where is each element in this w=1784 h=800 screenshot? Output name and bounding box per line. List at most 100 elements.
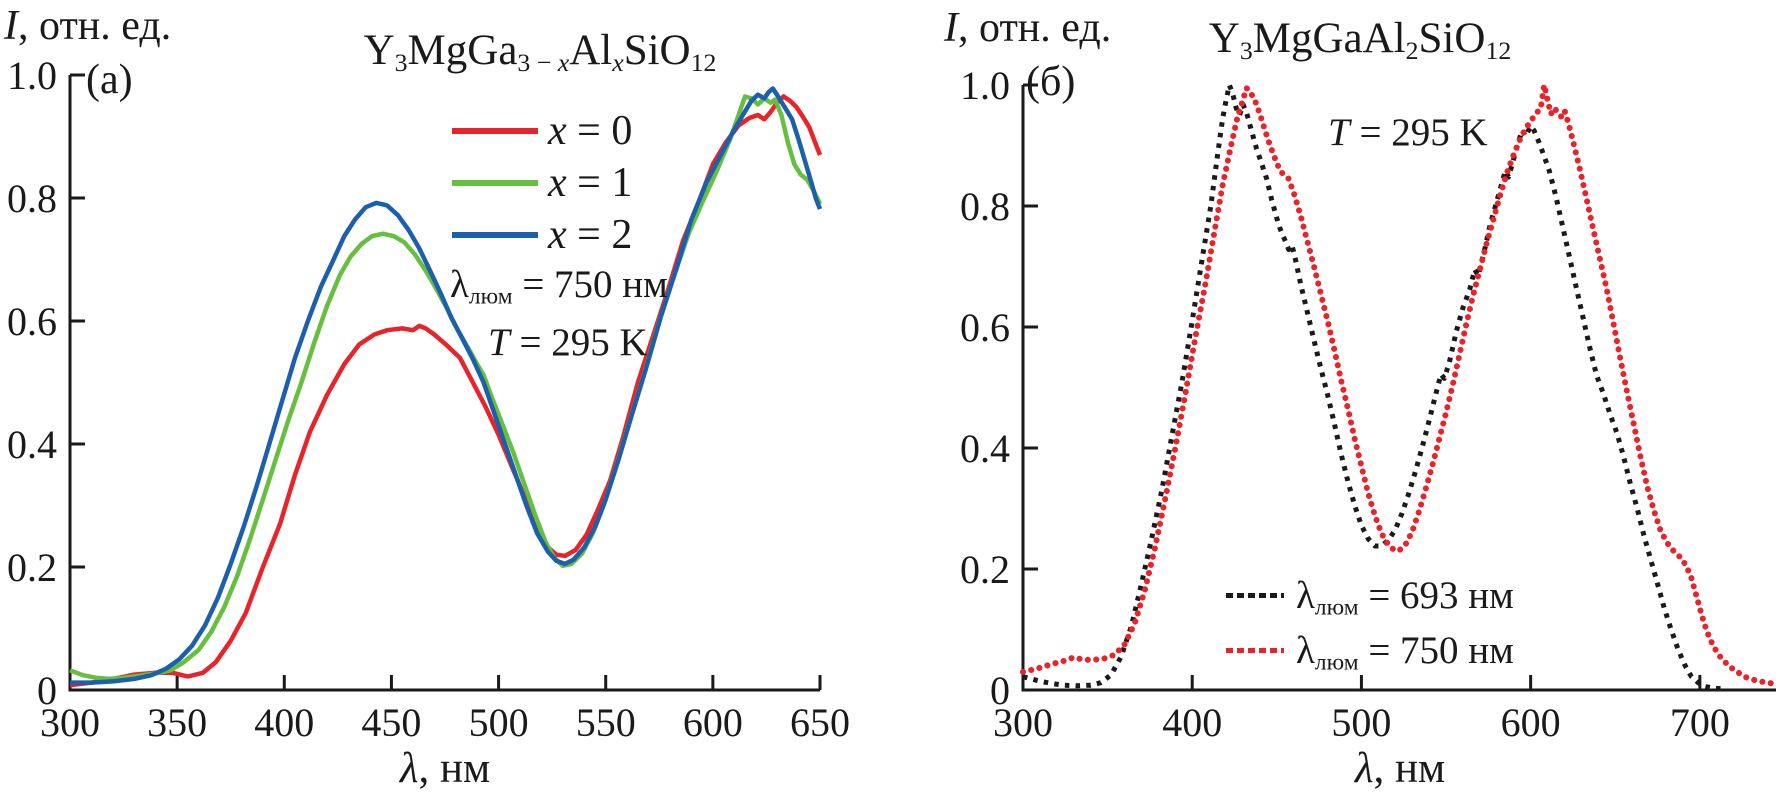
panel-tag-b: (б): [1026, 59, 1076, 105]
y-tick-label: 0: [37, 668, 57, 713]
x-tick-label: 650: [790, 700, 850, 745]
legend-entry-750: λлюм = 750 нм: [1226, 627, 1514, 676]
x-axis-title-a: λ, нм: [295, 744, 595, 793]
title-sub: 3 − x: [517, 48, 569, 77]
lum-value: = 750 нм: [512, 263, 668, 306]
y-axis-title-b: I, отн. ед.: [944, 4, 1111, 52]
legend-entry-693: λлюм = 693 нм: [1226, 572, 1514, 621]
x-tick-label: 450: [361, 700, 421, 745]
x-tick-label: 400: [1162, 700, 1222, 745]
title-sub: x: [612, 48, 623, 77]
x-axis-units: , нм: [418, 745, 491, 792]
temperature-value: = 295 K: [1349, 111, 1488, 154]
annotation-lum-wavelength-a: λлюм = 750 нм: [450, 262, 668, 310]
y-tick-label: 1.0: [7, 53, 57, 98]
series-λлюм=750нм: [1020, 82, 1779, 687]
lambda-symbol: λ: [1296, 573, 1315, 617]
x-tick-label: 600: [1501, 700, 1561, 745]
y-tick-label: 0.4: [7, 422, 57, 467]
title-part: MgGaAl: [1252, 15, 1406, 62]
legend-entry-x1: x = 1: [452, 160, 632, 206]
legend-var: x: [548, 160, 567, 206]
title-sub: 2: [1405, 36, 1419, 66]
title-part: Y: [1208, 15, 1240, 62]
x-tick-label: 350: [147, 700, 207, 745]
legend-label-693: λлюм = 693 нм: [1296, 573, 1514, 621]
y-tick-label: 0.6: [7, 299, 57, 344]
legend-entry-x2: x = 2: [452, 212, 632, 258]
lambda-symbol: λ: [450, 263, 469, 306]
legend-value: = 693 нм: [1358, 573, 1514, 617]
series-x=2: [70, 86, 823, 685]
x-axis-title-b: λ, нм: [1250, 744, 1550, 793]
y-tick-label: 1.0: [960, 63, 1010, 108]
y-tick-label: 0.8: [7, 176, 57, 221]
chart-title-b: Y3MgGaAl2SiO12: [1050, 14, 1670, 66]
x-tick-label: 500: [1331, 700, 1391, 745]
series-λлюм=693нм: [1022, 82, 1724, 692]
lambda-symbol: λ: [1296, 628, 1315, 672]
chart-title-a: Y3MgGa3 − xAlxSiO12: [230, 26, 850, 78]
y-axis-units: , отн. ед.: [18, 3, 172, 49]
lum-subscript: люм: [1314, 594, 1359, 621]
legend-label-x0: x = 0: [548, 107, 632, 155]
y-axis-variable: I: [4, 3, 18, 49]
y-tick-label: 0: [990, 668, 1010, 713]
title-part: MgGa: [407, 27, 518, 74]
legend-var: x: [548, 212, 567, 258]
panel-b: 300 400 500 600 700 0 0.2 0.4 0.6 0.8 1.0 I, отн. …: [860, 0, 1784, 800]
legend-value: = 0: [566, 108, 633, 154]
title-part: SiO: [623, 27, 691, 74]
annotation-temperature-a: T = 295 K: [488, 320, 648, 365]
temperature-symbol: T: [488, 321, 510, 364]
title-sub-text: 3 −: [517, 48, 558, 78]
y-axis-title-a: I, отн. ед.: [4, 2, 171, 50]
x-axis-variable: λ: [1354, 745, 1374, 792]
title-sub: 12: [1485, 36, 1512, 66]
series-x=1: [69, 94, 823, 682]
x-tick-label: 400: [254, 700, 314, 745]
y-tick-label: 0.4: [960, 426, 1010, 471]
panel-tag-a: (a): [86, 57, 133, 103]
lum-subscript: люм: [468, 283, 513, 310]
y-axis-units: , отн. ед.: [958, 5, 1112, 51]
title-part: Y: [363, 27, 395, 74]
y-axis-variable: I: [944, 5, 958, 51]
x-tick-label: 500: [469, 700, 529, 745]
panel-a: 300 350 400 450 500 550 600 650 0 0.2 0.4 0.6 0.8 1.0…: [0, 0, 860, 800]
x-tick-label: 550: [576, 700, 636, 745]
excitation-spectra-chart-a: 300 350 400 450 500 550 600 650 0 0.2 0.4 0.6 0.8 1.0: [7, 53, 850, 745]
title-sub: 3: [394, 48, 408, 78]
title-part: Al: [569, 27, 613, 74]
legend-var: x: [548, 108, 567, 154]
legend-value: = 750 нм: [1358, 628, 1514, 672]
x-tick-label: 600: [683, 700, 743, 745]
annotation-temperature-b: T = 295 K: [1328, 110, 1488, 155]
title-sub: 12: [690, 48, 717, 78]
legend-label-x2: x = 2: [548, 211, 632, 259]
temperature-symbol: T: [1328, 111, 1350, 154]
legend-dash-black: [1226, 592, 1284, 598]
axis-lines: [68, 75, 820, 692]
title-sub: 3: [1239, 36, 1253, 66]
y-tick-label: 0.8: [960, 184, 1010, 229]
x-tick-label: 300: [993, 700, 1053, 745]
legend-line-red: [452, 128, 538, 134]
lum-subscript: люм: [1314, 649, 1359, 676]
legend-value: = 2: [566, 212, 633, 258]
legend-dash-red: [1226, 647, 1284, 653]
title-part: SiO: [1418, 15, 1486, 62]
x-axis-units: , нм: [1373, 745, 1446, 792]
excitation-spectra-chart-b: 300 400 500 600 700 0 0.2 0.4 0.6 0.8 1.0: [960, 63, 1779, 745]
x-tick-label: 300: [40, 700, 100, 745]
y-tick-label: 0.2: [7, 545, 57, 590]
x-axis-variable: λ: [399, 745, 419, 792]
y-tick-label: 0.2: [960, 547, 1010, 592]
legend-value: = 1: [566, 160, 633, 206]
x-tick-label: 700: [1670, 700, 1730, 745]
axis-lines: [1021, 85, 1776, 692]
legend-entry-x0: x = 0: [452, 108, 632, 154]
legend-label-x1: x = 1: [548, 159, 632, 207]
title-sub-var: x: [612, 48, 624, 78]
